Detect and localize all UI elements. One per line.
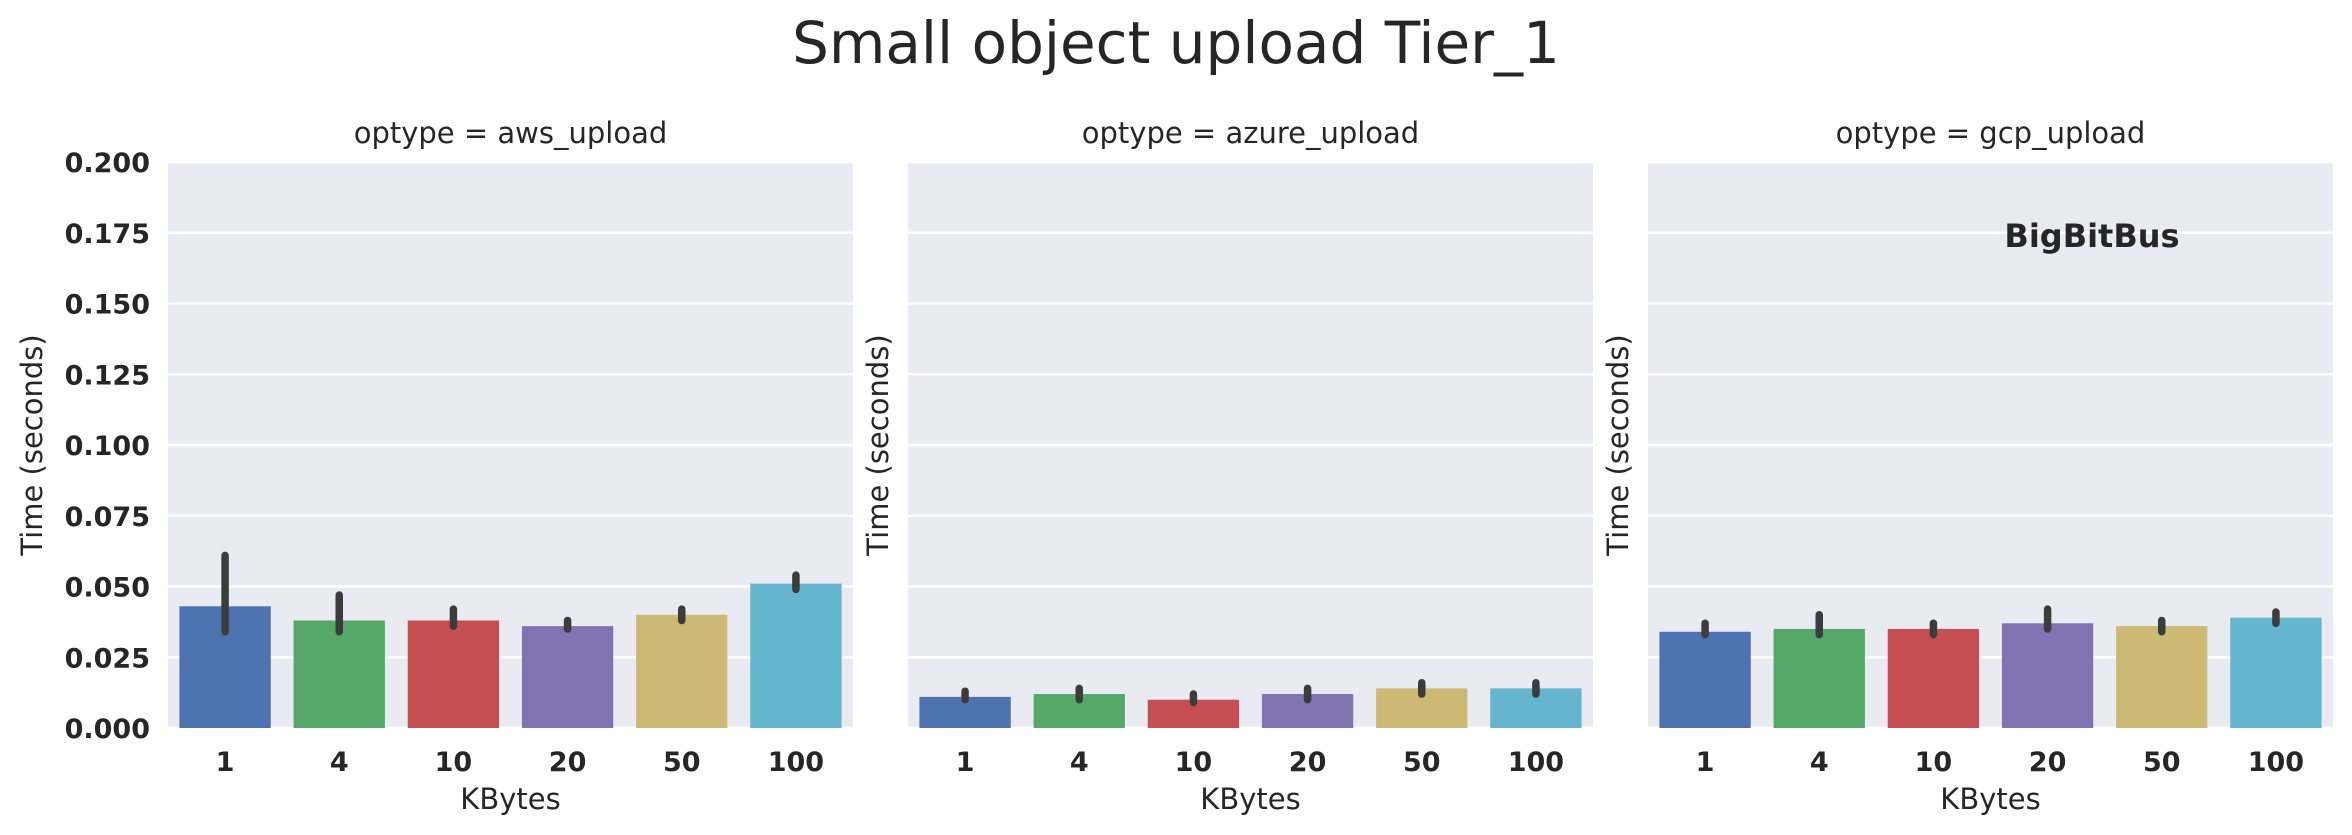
x-axis-label: KBytes [460,782,560,816]
y-tick-label: 0.050 [65,573,150,604]
x-axis-label: KBytes [1940,782,2040,816]
x-tick-label: 4 [330,747,349,778]
y-tick-label: 0.150 [65,290,150,321]
bar [521,626,614,728]
y-axis-label: Time (seconds) [15,334,49,556]
x-tick-label: 100 [1508,747,1564,778]
y-tick-label: 0.100 [65,431,150,462]
x-tick-label: 50 [2143,747,2181,778]
bar [2116,626,2208,728]
y-tick-label: 0.075 [65,502,150,533]
x-tick-label: 10 [435,747,473,778]
y-tick-label: 0.025 [65,643,150,674]
x-tick-label: 100 [2248,747,2304,778]
bar [2001,623,2094,728]
x-tick-label: 1 [216,747,235,778]
facet-title: optype = aws_upload [354,116,668,150]
y-tick-label: 0.200 [65,148,150,179]
bar [2230,617,2322,728]
x-tick-label: 10 [1915,747,1953,778]
x-tick-label: 1 [956,747,975,778]
x-tick-label: 1 [1696,747,1715,778]
x-tick-label: 10 [1175,747,1213,778]
y-axis-label: Time (seconds) [1601,334,1635,556]
x-tick-label: 20 [2029,747,2067,778]
watermark-text: BigBitBus [2004,217,2179,255]
x-tick-label: 4 [1810,747,1829,778]
bar [636,614,728,728]
x-tick-label: 20 [1289,747,1327,778]
x-tick-label: 4 [1070,747,1089,778]
x-tick-label: 50 [663,747,701,778]
panel-gcp-upload: 1 4 10 20 50 100 optype = gcp_upload KBytes Time… [1601,116,2333,816]
panel-aws-upload: 1 4 10 20 50 100 optype = aws_upload KBytes Time… [15,116,853,816]
y-axis-label: Time (seconds) [861,334,895,556]
y-tick-label: 0.125 [65,360,150,391]
bar [293,620,385,728]
bar [1659,631,1751,728]
y-tick-label: 0.175 [65,219,150,250]
chart-title: Small object upload Tier_1 [792,9,1560,77]
bar [750,583,842,728]
x-tick-label: 100 [768,747,824,778]
x-tick-label: 50 [1403,747,1441,778]
bar [1887,628,1980,728]
bar [1773,628,1865,728]
y-tick-label: 0.000 [65,714,150,745]
x-tick-label: 20 [549,747,587,778]
facet-title: optype = gcp_upload [1836,116,2146,150]
bar [407,620,500,728]
panel-azure-upload: 1 4 10 20 50 100 optype = azure_upload KBytes Ti… [861,116,1593,816]
x-axis-label: KBytes [1200,782,1300,816]
facet-title: optype = azure_upload [1082,116,1419,150]
